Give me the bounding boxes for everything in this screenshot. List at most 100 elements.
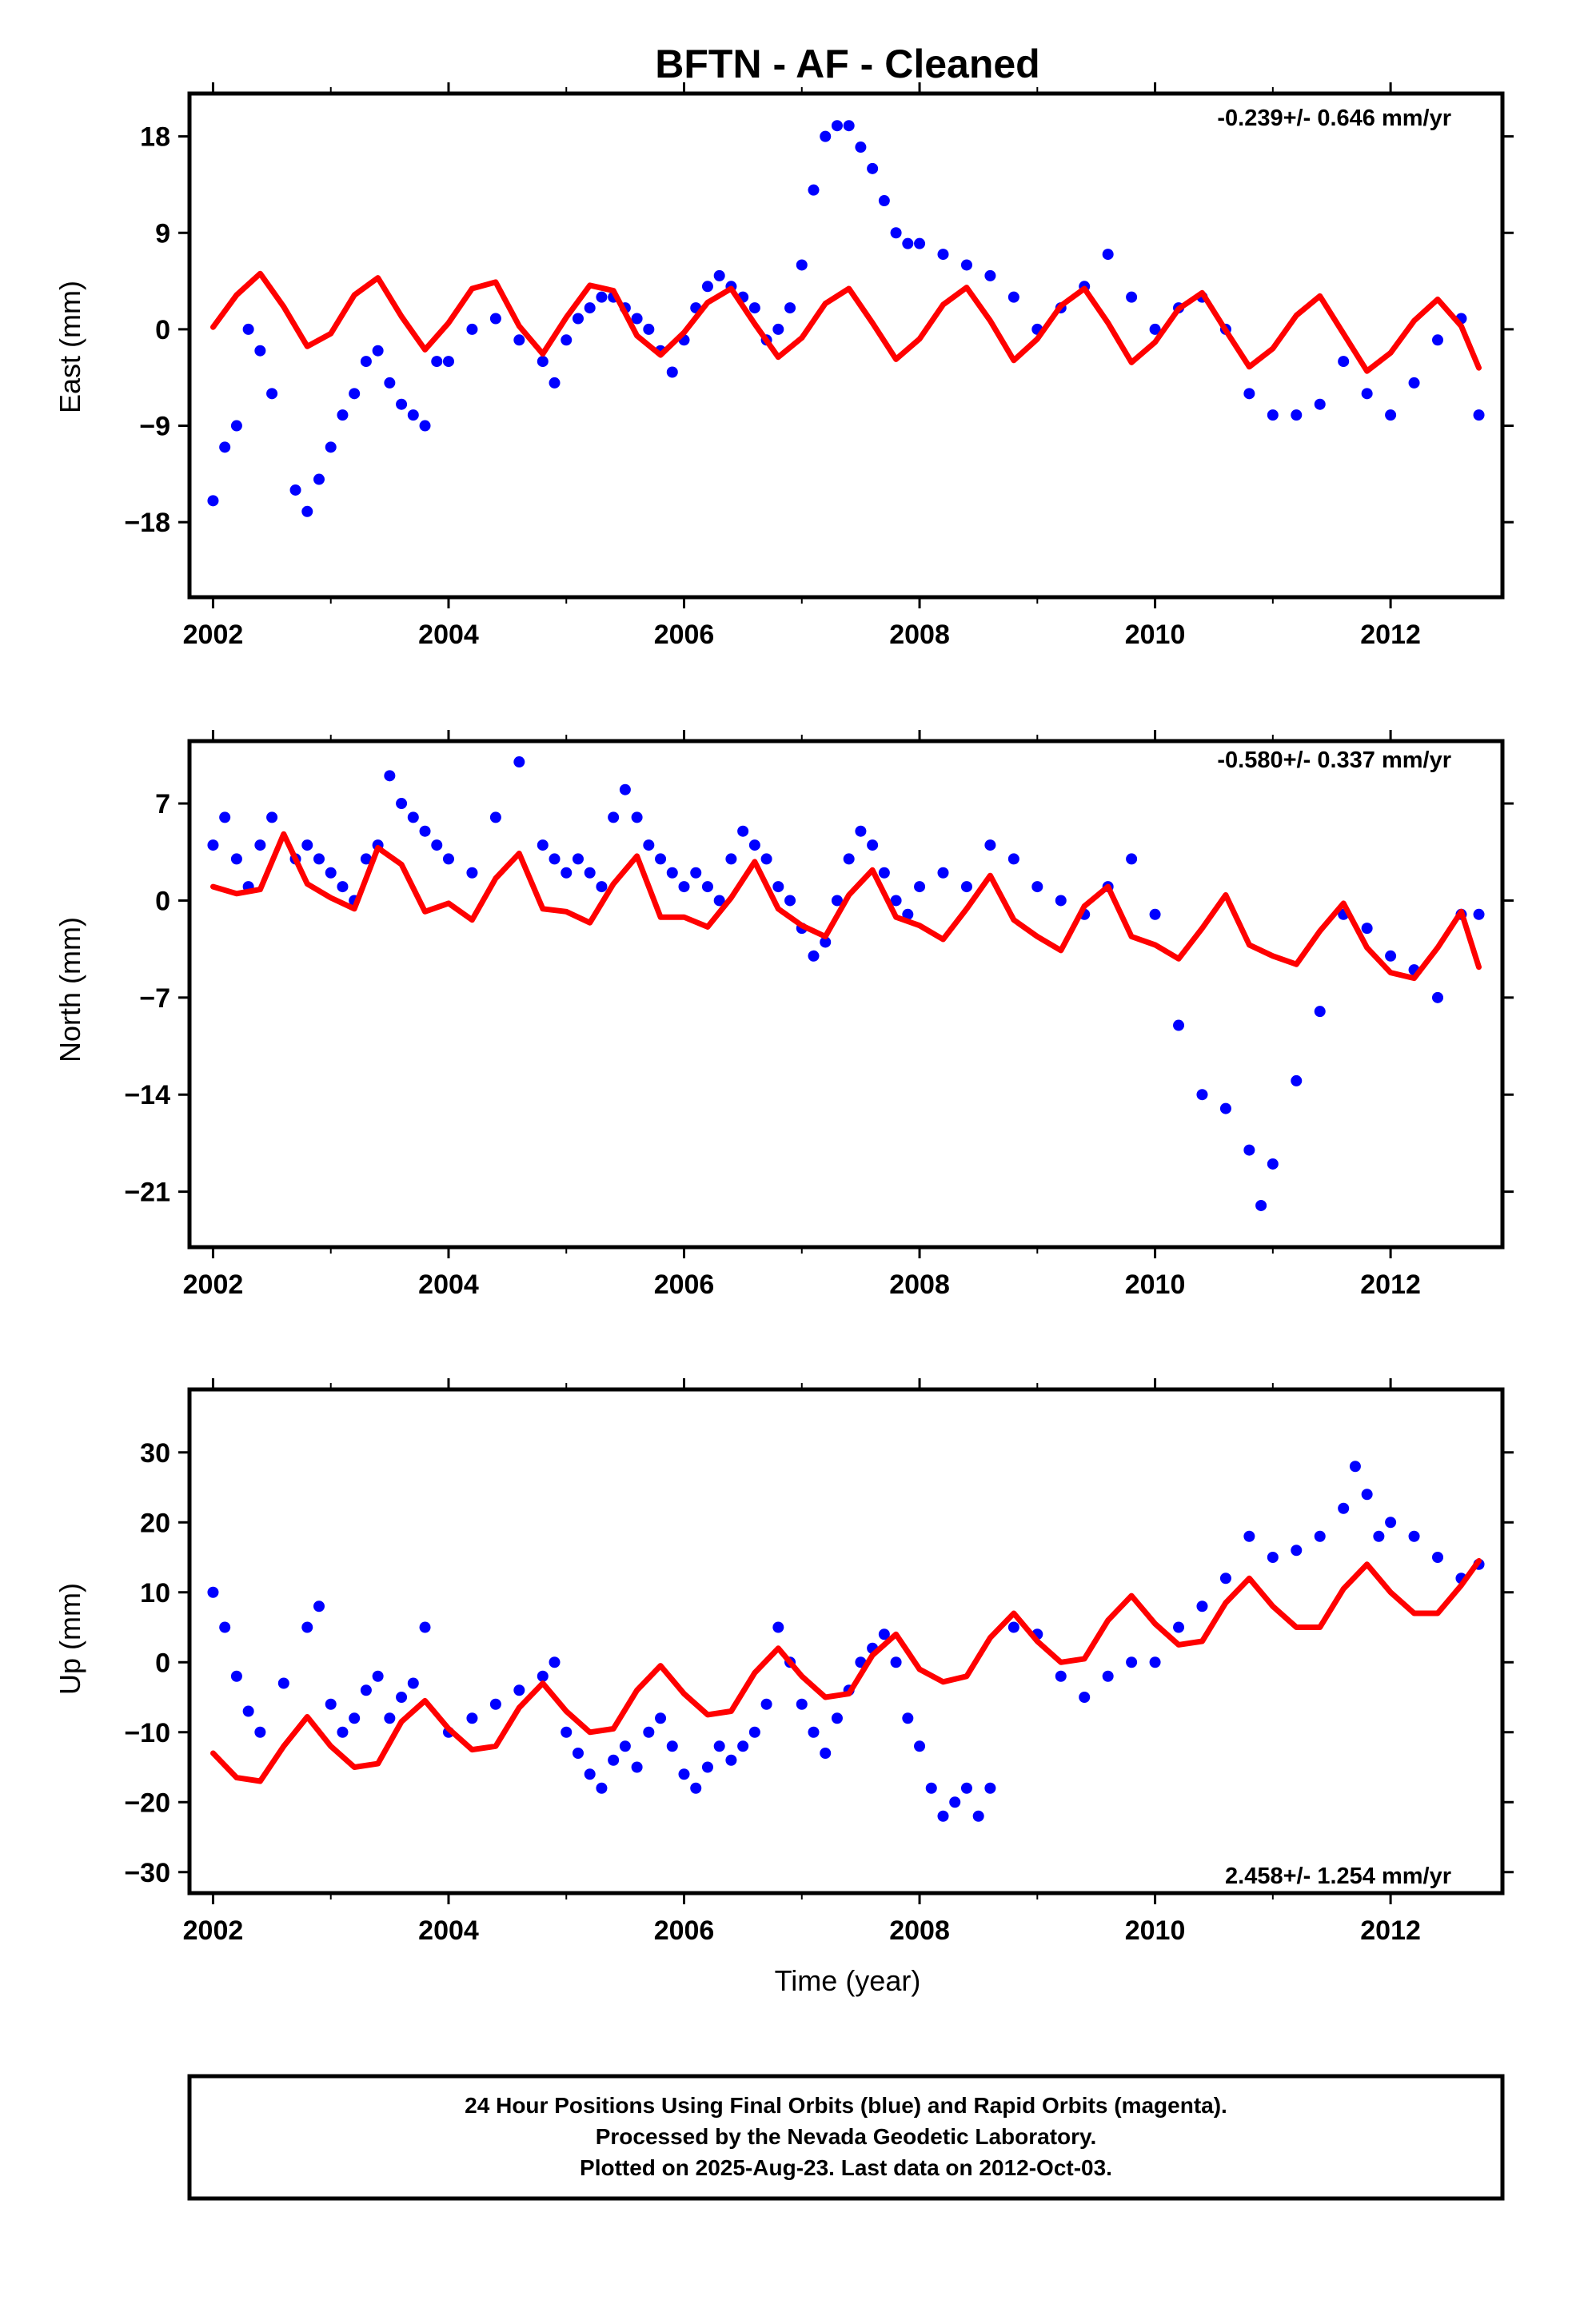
east-data-point	[1267, 409, 1279, 421]
up-ylabel: Up (mm)	[54, 1583, 86, 1695]
up-data-point	[631, 1761, 643, 1773]
east-data-point	[537, 356, 549, 368]
east-data-point	[831, 120, 843, 132]
up-data-point	[360, 1684, 372, 1696]
north-data-point	[1361, 923, 1373, 935]
north-data-point	[489, 811, 501, 823]
north-data-point	[960, 881, 972, 893]
east-rate-label: -0.239+/- 0.646 mm/yr	[1217, 106, 1451, 131]
up-data-point	[1126, 1656, 1138, 1668]
north-data-point	[1196, 1089, 1208, 1101]
east-data-point	[242, 323, 254, 335]
east-data-point	[1243, 388, 1255, 400]
up-data-point	[655, 1712, 667, 1724]
up-xtick-label: 2012	[1360, 1915, 1421, 1946]
east-data-point	[1291, 409, 1303, 421]
up-xtick-label: 2008	[889, 1915, 950, 1946]
north-data-point	[831, 895, 843, 907]
up-data-point	[572, 1748, 584, 1759]
north-xtick-label: 2002	[183, 1270, 244, 1300]
up-data-point	[902, 1712, 914, 1724]
north-ytick-label: −21	[124, 1178, 170, 1208]
east-data-point	[596, 291, 608, 303]
east-data-point	[1338, 356, 1350, 368]
east-data-point	[442, 356, 454, 368]
up-data-point	[831, 1712, 843, 1724]
north-panel: North (mm) -0.580+/- 0.337 mm/yr 2002 200…	[54, 730, 1514, 1300]
east-data-point	[1149, 323, 1161, 335]
north-data-point	[772, 881, 784, 893]
up-plot-area	[207, 1461, 1485, 1822]
up-data-point	[537, 1670, 549, 1682]
north-data-point	[313, 853, 325, 865]
caption-line-1: 24 Hour Positions Using Final Orbits (bl…	[465, 2093, 1227, 2118]
up-data-point	[748, 1726, 760, 1738]
up-data-point	[772, 1621, 784, 1633]
east-ytick-label: −9	[139, 412, 170, 442]
up-data-point	[301, 1621, 313, 1633]
east-data-point	[1007, 291, 1019, 303]
north-data-point	[466, 867, 478, 879]
east-data-point	[561, 334, 573, 346]
north-data-point	[1385, 950, 1397, 962]
north-data-point	[1031, 881, 1043, 893]
east-data-point	[372, 345, 384, 357]
up-plot-frame	[187, 1387, 1505, 1895]
east-data-point	[701, 281, 713, 293]
up-data-point	[596, 1782, 608, 1794]
east-data-point	[1314, 398, 1326, 410]
north-data-point	[690, 867, 702, 879]
east-ytick-label: 0	[155, 315, 170, 345]
east-data-point	[867, 162, 879, 174]
east-data-point	[631, 313, 643, 325]
east-data-point	[349, 388, 361, 400]
up-data-point	[349, 1712, 361, 1724]
north-data-point	[914, 881, 926, 893]
up-ytick-label: −30	[124, 1858, 170, 1888]
north-data-point	[855, 825, 867, 837]
east-data-point	[937, 249, 949, 261]
north-data-point	[396, 798, 408, 810]
up-data-point	[1055, 1670, 1067, 1682]
up-data-point	[1102, 1670, 1114, 1682]
north-data-point	[266, 811, 278, 823]
up-model-line	[210, 1557, 1482, 1784]
north-data-point	[902, 908, 914, 920]
north-data-point	[1149, 908, 1161, 920]
north-data-point	[254, 839, 266, 851]
north-data-point	[596, 881, 608, 893]
up-data-point	[937, 1810, 949, 1822]
north-data-point	[219, 811, 231, 823]
north-xtick-label: 2010	[1125, 1270, 1186, 1300]
north-data-point	[655, 853, 667, 865]
north-data-point	[572, 853, 584, 865]
up-data-point	[372, 1670, 384, 1682]
north-data-point	[1473, 908, 1485, 920]
east-panel: East (mm) -0.239+/- 0.646 mm/yr 2002 2004…	[54, 82, 1514, 650]
north-data-point	[984, 839, 996, 851]
north-data-point	[748, 839, 760, 851]
up-data-point	[1338, 1502, 1350, 1514]
north-data-point	[419, 825, 431, 837]
up-data-point	[242, 1705, 254, 1717]
up-data-point	[407, 1677, 419, 1689]
up-data-point	[666, 1740, 678, 1752]
up-xtick-label: 2010	[1125, 1915, 1186, 1946]
north-data-point	[537, 839, 549, 851]
north-data-point	[808, 950, 820, 962]
up-xtick-label: 2002	[183, 1915, 244, 1946]
east-data-point	[230, 420, 242, 432]
north-data-point	[631, 811, 643, 823]
up-data-point	[1291, 1545, 1303, 1557]
north-data-point	[737, 825, 749, 837]
east-data-point	[1473, 409, 1485, 421]
east-plot-frame	[187, 91, 1505, 600]
up-data-point	[254, 1726, 266, 1738]
north-data-point	[1007, 853, 1019, 865]
north-data-point	[337, 881, 349, 893]
east-data-point	[489, 313, 501, 325]
up-ytick-label: 0	[155, 1648, 170, 1678]
north-data-point	[725, 853, 737, 865]
up-ytick-label: 20	[140, 1508, 170, 1538]
